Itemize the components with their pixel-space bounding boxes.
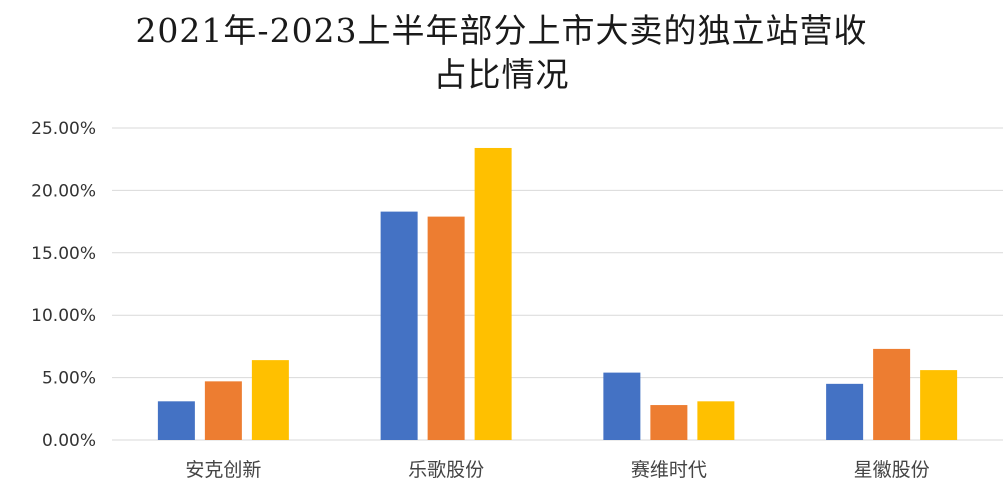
x-category-label: 星徽股份 xyxy=(854,459,930,481)
bar-4-series-2 xyxy=(873,348,911,440)
chart-title-line-2: 占比情况 xyxy=(433,55,570,94)
bar-2-series-2 xyxy=(427,216,465,440)
bar-1-series-1 xyxy=(157,401,195,440)
y-tick-label: 0.00% xyxy=(42,431,96,451)
bar-1-series-3 xyxy=(251,360,289,440)
y-tick-label: 10.00% xyxy=(31,306,96,326)
bars xyxy=(157,147,958,440)
y-tick-label: 15.00% xyxy=(31,244,96,264)
bar-3-series-2 xyxy=(650,405,688,440)
x-axis-category-labels: 安克创新 乐歌股份 赛维时代 星徽股份 xyxy=(185,459,929,481)
bar-3-series-1 xyxy=(603,372,641,440)
x-category-label: 安克创新 xyxy=(185,459,261,481)
gridlines xyxy=(112,127,1003,441)
bar-3-series-3 xyxy=(697,401,735,440)
bar-2-series-3 xyxy=(474,147,512,440)
bar-2-series-1 xyxy=(380,211,418,440)
bar-4-series-3 xyxy=(920,370,958,440)
y-tick-label: 5.00% xyxy=(42,369,96,389)
bar-1-series-2 xyxy=(204,381,242,440)
y-tick-label: 25.00% xyxy=(31,119,96,139)
x-category-label: 赛维时代 xyxy=(631,459,707,481)
chart-title-line-1: 2021年-2023上半年部分上市大卖的独立站营收 xyxy=(135,11,868,50)
y-tick-label: 20.00% xyxy=(31,181,96,201)
x-category-label: 乐歌股份 xyxy=(408,459,484,481)
y-axis-tick-labels: 0.00% 5.00% 10.00% 15.00% 20.00% 25.00% xyxy=(31,119,96,451)
bar-4-series-1 xyxy=(826,383,864,440)
